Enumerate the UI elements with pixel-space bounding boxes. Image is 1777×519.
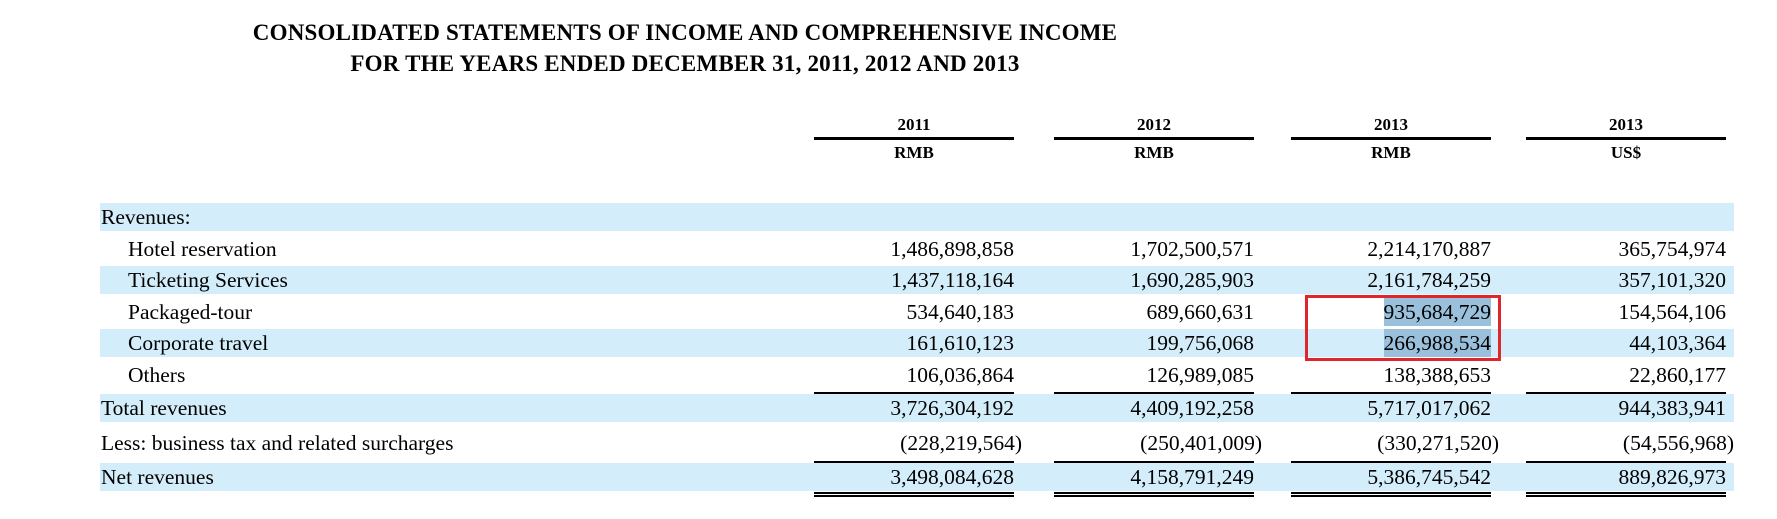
row-label: Revenues: xyxy=(101,205,191,229)
subtotal-rule xyxy=(814,461,1014,463)
table-row-net-revenues: Net revenues 3,498,084,628 4,158,791,249… xyxy=(100,463,1734,491)
cell-2012: 4,158,791,249 xyxy=(1130,465,1254,489)
subtotal-rule xyxy=(1291,392,1491,394)
table-row-revenues-header: Revenues: xyxy=(100,203,1734,231)
total-double-rule xyxy=(1054,492,1254,497)
cell-2011: 3,726,304,192 xyxy=(890,396,1014,420)
statement-title-line-1: CONSOLIDATED STATEMENTS OF INCOME AND CO… xyxy=(252,20,1118,45)
cell-2011: 1,437,118,164 xyxy=(891,268,1014,292)
annotation-highlight-box xyxy=(1305,295,1501,361)
cell-2012: 199,756,068 xyxy=(1146,331,1255,355)
table-row-ticketing-services: Ticketing Services 1,437,118,164 1,690,2… xyxy=(100,266,1734,294)
table-row-business-tax: Less: business tax and related surcharge… xyxy=(100,429,1734,457)
column-header-2012-rmb: 2012 RMB xyxy=(1054,112,1254,166)
cell-2013-rmb: (330,271,520) xyxy=(1377,431,1499,455)
row-label: Net revenues xyxy=(101,465,214,489)
column-year: 2012 xyxy=(1054,112,1254,140)
cell-2012: 126,989,085 xyxy=(1146,363,1255,387)
row-label: Packaged-tour xyxy=(128,300,253,324)
table-row-packaged-tour: Packaged-tour 534,640,183 689,660,631 93… xyxy=(100,298,1734,326)
subtotal-rule xyxy=(1054,392,1254,394)
cell-2013-rmb: 5,717,017,062 xyxy=(1367,396,1491,420)
subtotal-rule xyxy=(1291,461,1491,463)
cell-2012: 4,409,192,258 xyxy=(1130,396,1254,420)
cell-2013-usd: 889,826,973 xyxy=(1618,465,1727,489)
cell-2013-rmb: 138,388,653 xyxy=(1383,363,1492,387)
selected-text[interactable]: 935,684,729 xyxy=(1383,298,1491,326)
subtotal-rule xyxy=(1054,461,1254,463)
column-year: 2011 xyxy=(814,112,1014,140)
cell-2011: (228,219,564) xyxy=(900,431,1022,455)
selected-text[interactable]: 266,988,534 xyxy=(1383,329,1491,357)
table-row-hotel-reservation: Hotel reservation 1,486,898,858 1,702,50… xyxy=(100,235,1734,263)
cell-2013-usd: 357,101,320 xyxy=(1618,268,1727,292)
row-label: Hotel reservation xyxy=(128,237,277,261)
row-label: Others xyxy=(128,363,186,387)
row-label: Corporate travel xyxy=(128,331,269,355)
cell-2013-rmb: 2,214,170,887 xyxy=(1367,237,1491,261)
cell-2012: 689,660,631 xyxy=(1146,300,1255,324)
cell-2012: 1,690,285,903 xyxy=(1130,268,1254,292)
cell-2011: 1,486,898,858 xyxy=(890,237,1014,261)
cell-2013-rmb-selected[interactable]: 935,684,729 xyxy=(1291,298,1491,326)
cell-2011: 106,036,864 xyxy=(906,363,1015,387)
cell-2012: 1,702,500,571 xyxy=(1130,237,1254,261)
cell-2013-rmb: 2,161,784,259 xyxy=(1367,268,1491,292)
cell-2013-usd: 365,754,974 xyxy=(1618,237,1727,261)
cell-2013-usd: 944,383,941 xyxy=(1618,396,1727,420)
column-currency: RMB xyxy=(1134,143,1174,162)
cell-2011: 3,498,084,628 xyxy=(890,465,1014,489)
cell-2013-usd: 44,103,364 xyxy=(1629,331,1726,355)
column-year: 2013 xyxy=(1526,112,1726,140)
cell-2013-usd: (54,556,968) xyxy=(1622,431,1734,455)
statement-title-line-2: FOR THE YEARS ENDED DECEMBER 31, 2011, 2… xyxy=(350,51,1020,76)
column-currency: US$ xyxy=(1610,143,1642,162)
table-row-others: Others 106,036,864 126,989,085 138,388,6… xyxy=(100,361,1734,389)
cell-2012: (250,401,009) xyxy=(1140,431,1262,455)
subtotal-rule xyxy=(814,392,1014,394)
table-row-total-revenues: Total revenues 3,726,304,192 4,409,192,2… xyxy=(100,394,1734,422)
column-header-2013-rmb: 2013 RMB xyxy=(1291,112,1491,166)
total-double-rule xyxy=(1291,492,1491,497)
cell-2013-usd: 22,860,177 xyxy=(1629,363,1726,387)
subtotal-rule xyxy=(1526,392,1726,394)
column-header-2013-usd: 2013 US$ xyxy=(1526,112,1726,166)
cell-2013-rmb: 5,386,745,542 xyxy=(1367,465,1491,489)
cell-2013-rmb-selected[interactable]: 266,988,534 xyxy=(1291,329,1491,357)
table-row-corporate-travel: Corporate travel 161,610,123 199,756,068… xyxy=(100,329,1734,357)
cell-2011: 161,610,123 xyxy=(906,331,1015,355)
column-year: 2013 xyxy=(1291,112,1491,140)
row-label: Ticketing Services xyxy=(128,268,288,292)
cell-2013-usd: 154,564,106 xyxy=(1618,300,1727,324)
subtotal-rule xyxy=(1526,461,1726,463)
column-header-2011-rmb: 2011 RMB xyxy=(814,112,1014,166)
row-label: Total revenues xyxy=(101,396,227,420)
total-double-rule xyxy=(1526,492,1726,497)
column-currency: RMB xyxy=(1371,143,1411,162)
total-double-rule xyxy=(814,492,1014,497)
cell-2011: 534,640,183 xyxy=(906,300,1015,324)
row-label: Less: business tax and related surcharge… xyxy=(101,431,454,455)
column-currency: RMB xyxy=(894,143,934,162)
